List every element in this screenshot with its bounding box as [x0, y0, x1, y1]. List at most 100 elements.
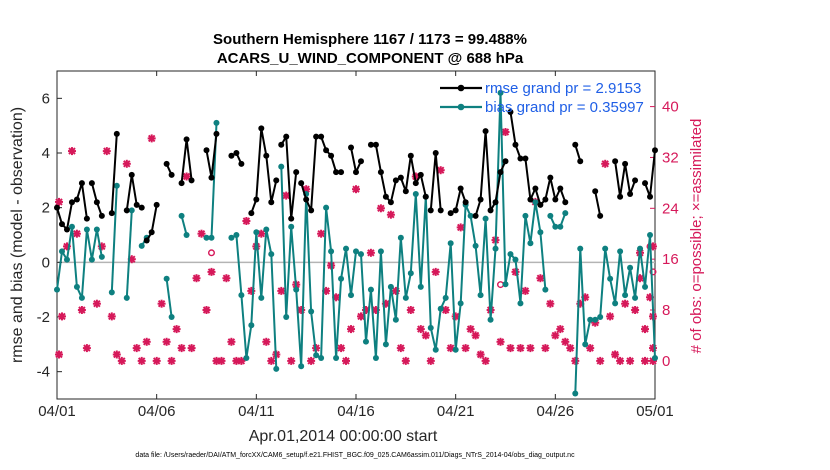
assimilated-count-point [227, 337, 236, 346]
rmse-point [612, 158, 619, 165]
bias-line-segment [110, 185, 118, 293]
rmse-point [357, 158, 364, 165]
bias-point [537, 229, 544, 236]
assimilated-marker-stroke [541, 344, 550, 352]
rmse-point [622, 160, 629, 167]
assimilated-count-point [571, 356, 580, 365]
rmse-point [313, 133, 320, 140]
assimilated-count-point [606, 312, 615, 321]
rmse-point [308, 207, 315, 214]
bias-point [308, 308, 315, 315]
assimilated-marker-stroke [601, 160, 609, 168]
y-left-tick-label: 2 [42, 200, 50, 217]
bias-point [263, 226, 270, 233]
assimilated-marker-stroke [347, 325, 355, 333]
assimilated-marker-stroke [521, 287, 530, 295]
assimilated-marker-stroke [118, 357, 126, 365]
assimilated-count-point [182, 172, 191, 181]
assimilated-count-point [516, 344, 525, 353]
bias-point [238, 292, 245, 299]
assimilated-marker-stroke [561, 338, 570, 346]
assimilated-count-point [55, 350, 63, 359]
assimilated-count-point [556, 325, 565, 334]
assimilated-count-point [376, 204, 385, 213]
assimilated-count-point [237, 356, 246, 365]
bias-point [587, 316, 594, 323]
rmse-point [367, 141, 374, 148]
bias-point [647, 232, 654, 238]
x-tick-label: 04/16 [337, 403, 375, 420]
assimilated-count-point [521, 286, 530, 295]
rmse-point [387, 199, 394, 206]
possible-count-point [649, 268, 657, 276]
rmse-point [213, 130, 220, 137]
bias-point [632, 294, 639, 301]
bias-point [377, 248, 384, 255]
rmse-point [652, 147, 658, 154]
rmse-point [422, 193, 429, 200]
bias-point [532, 199, 539, 206]
assimilated-count-point [561, 337, 570, 346]
rmse-point [208, 174, 215, 181]
assimilated-marker-stroke [377, 204, 385, 213]
assimilated-count-point [142, 337, 151, 346]
rmse-point [203, 147, 210, 154]
assimilated-count-point [366, 248, 375, 257]
bias-point [372, 355, 379, 361]
assimilated-count-point [307, 356, 316, 365]
rmse-point [597, 212, 604, 219]
bias-point [472, 242, 479, 249]
rmse-point [642, 180, 649, 187]
bias-point [168, 314, 175, 320]
assimilated-count-point [601, 159, 610, 168]
rmse-point [338, 169, 345, 176]
rmse-point [617, 193, 624, 200]
assimilated-count-point [476, 350, 485, 359]
assimilated-count-point [197, 229, 206, 238]
assimilated-marker-stroke [177, 344, 186, 352]
bias-point [407, 270, 414, 277]
bias-point [273, 365, 280, 372]
assimilated-count-point [649, 344, 657, 353]
assimilated-marker-stroke [172, 325, 181, 333]
assimilated-marker-stroke [506, 344, 515, 352]
bias-point [387, 283, 394, 290]
assimilated-marker-stroke [566, 344, 575, 352]
bias-point [582, 341, 589, 348]
x-tick-label: 04/06 [138, 403, 176, 420]
assimilated-count-point [147, 134, 156, 143]
bias-line-segment [165, 278, 173, 318]
assimilated-marker-stroke [402, 357, 410, 365]
assimilated-marker-stroke [551, 331, 560, 340]
assimilated-marker-stroke [78, 306, 86, 314]
rmse-point [83, 215, 90, 222]
rmse-point [557, 185, 564, 192]
assimilated-marker-stroke [152, 357, 161, 365]
bias-point [213, 119, 220, 126]
rmse-point [188, 177, 195, 184]
rmse-point [273, 177, 280, 184]
assimilated-marker-stroke [267, 357, 276, 365]
bias-point [492, 245, 499, 252]
rmse-point [437, 207, 444, 214]
bias-point [457, 300, 464, 307]
rmse-point [333, 169, 340, 176]
bias-series-layer [54, 89, 658, 397]
assimilated-marker-stroke [342, 357, 350, 365]
assimilated-count-point [416, 325, 425, 334]
rmse-point [283, 133, 290, 140]
assimilated-marker-stroke [367, 249, 375, 257]
bias-point [412, 191, 419, 197]
assimilated-count-point [317, 229, 326, 238]
assimilated-marker-stroke [167, 357, 176, 365]
rmse-point [462, 199, 469, 206]
assimilated-marker-stroke [157, 299, 166, 308]
assimilated-marker-stroke [596, 357, 604, 365]
assimilated-count-point [406, 306, 415, 314]
rmse-point [248, 210, 255, 217]
bias-point [313, 352, 320, 359]
rmse-point [328, 152, 335, 159]
assimilated-marker-stroke [412, 172, 420, 181]
assimilated-marker-stroke [282, 191, 290, 200]
assimilated-count-point [347, 325, 355, 334]
